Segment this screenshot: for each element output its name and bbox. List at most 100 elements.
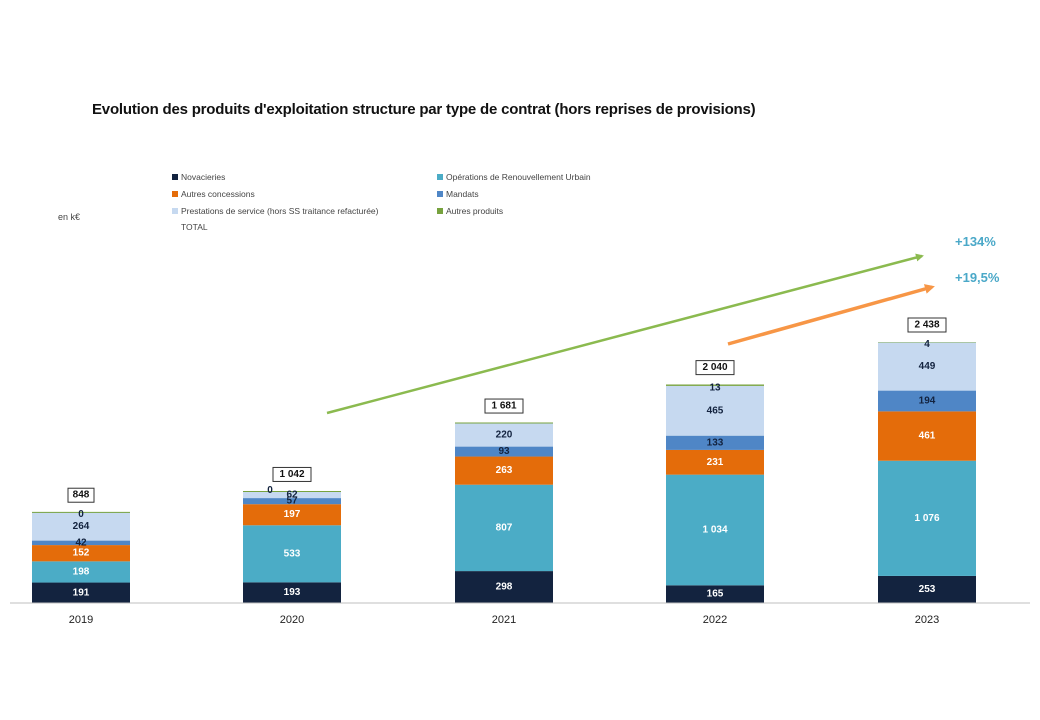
bar-segment-prestations-de-service-hors-ss-traitance-refactur-e- xyxy=(243,491,341,499)
segment-value-label: 220 xyxy=(496,429,513,440)
legend-label: Autres produits xyxy=(446,206,504,216)
x-tick-label: 2023 xyxy=(915,614,939,626)
total-box xyxy=(272,466,312,482)
legend-swatch xyxy=(437,191,443,197)
bar-segment-novacieries xyxy=(878,575,976,603)
total-value-label: 2 438 xyxy=(914,320,939,331)
segment-value-label: 62 xyxy=(286,489,298,500)
legend-label: Autres concessions xyxy=(181,189,255,199)
segment-value-label: 42 xyxy=(75,537,87,548)
bar-segment-op-rations-de-renouvellement-urbain xyxy=(455,484,553,572)
x-axis-ticks: 2019 2020 2021 2022 2023 xyxy=(69,614,939,626)
segment-value-label: 93 xyxy=(498,446,510,457)
bar-segment-autres-concessions xyxy=(666,449,764,475)
legend-item-autres-concessions: Autres concessions xyxy=(172,189,255,199)
segment-value-label: 4 xyxy=(924,339,930,350)
legend-swatch xyxy=(172,174,178,180)
bar-segment-autres-concessions xyxy=(32,545,130,562)
bar-group-2023: 253 1 076 461 194 449 4 2 438 xyxy=(878,317,976,603)
bar-segment-novacieries xyxy=(243,582,341,603)
total-box xyxy=(484,398,524,414)
trend-label-19-5: +19,5% xyxy=(955,270,1000,285)
legend-label: Prestations de service (hors SS traitanc… xyxy=(181,206,379,216)
segment-value-label: 197 xyxy=(284,509,301,520)
legend-label: TOTAL xyxy=(181,222,208,232)
bar-segment-novacieries xyxy=(666,585,764,603)
total-box xyxy=(695,360,735,376)
bar-group-2022: 165 1 034 231 133 465 13 2 040 xyxy=(666,360,764,603)
segment-value-label: 449 xyxy=(919,361,936,372)
trend-label-134: +134% xyxy=(955,234,996,249)
total-value-label: 1 681 xyxy=(491,401,516,412)
total-value-label: 2 040 xyxy=(702,362,727,373)
segment-value-label: 133 xyxy=(707,437,724,448)
bar-segment-novacieries xyxy=(32,582,130,603)
bar-segment-autres-concessions xyxy=(455,456,553,485)
chart-title: Evolution des produits d'exploitation st… xyxy=(92,101,756,118)
legend-label: Novacieries xyxy=(181,172,226,182)
segment-value-label: 0 xyxy=(78,509,84,520)
total-box xyxy=(907,317,947,333)
segment-value-label: 807 xyxy=(496,522,513,533)
legend-item-prestations-service: Prestations de service (hors SS traitanc… xyxy=(172,206,378,216)
segment-value-label: 264 xyxy=(73,521,90,532)
bar-segment-mandats xyxy=(455,446,553,457)
segment-value-label: 0 xyxy=(267,485,273,496)
legend-label: Opérations de Renouvellement Urbain xyxy=(446,172,591,182)
bar-segment-autres-produits xyxy=(666,384,764,386)
bar-segment-prestations-de-service-hors-ss-traitance-refactur-e- xyxy=(32,512,130,541)
bar-segment-novacieries xyxy=(455,571,553,603)
legend-item-renouvellement-urbain: Opérations de Renouvellement Urbain xyxy=(437,172,591,182)
segment-value-label: 194 xyxy=(919,395,936,406)
bar-segment-op-rations-de-renouvellement-urbain xyxy=(666,474,764,586)
bar-segment-op-rations-de-renouvellement-urbain xyxy=(878,460,976,576)
segment-value-label: 1 076 xyxy=(914,513,939,524)
segment-value-label: 263 xyxy=(496,465,513,476)
bar-segment-autres-concessions xyxy=(243,504,341,526)
x-tick-label: 2019 xyxy=(69,614,93,626)
segment-value-label: 193 xyxy=(284,587,301,598)
segment-value-label: 165 xyxy=(707,589,724,600)
legend-label: Mandats xyxy=(446,189,479,199)
bar-segment-prestations-de-service-hors-ss-traitance-refactur-e- xyxy=(878,342,976,391)
segment-value-label: 198 xyxy=(73,566,90,577)
trend-arrow-green xyxy=(326,253,924,415)
trend-arrow-orange xyxy=(727,284,935,346)
segment-value-label: 152 xyxy=(73,548,90,559)
total-box xyxy=(67,487,95,503)
segment-value-label: 465 xyxy=(707,405,724,416)
total-value-label: 848 xyxy=(73,490,90,501)
legend-item-novacieries: Novacieries xyxy=(172,172,225,182)
legend-item-autres-produits: Autres produits xyxy=(437,206,503,216)
legend-item-mandats: Mandats xyxy=(437,189,479,199)
segment-value-label: 461 xyxy=(919,431,936,442)
legend-swatch xyxy=(172,191,178,197)
legend-item-total: TOTAL xyxy=(172,222,208,232)
bar-segment-mandats xyxy=(666,435,764,450)
bar-segment-op-rations-de-renouvellement-urbain xyxy=(243,525,341,583)
segment-value-label: 13 xyxy=(709,382,721,393)
x-tick-label: 2022 xyxy=(703,614,727,626)
segment-value-label: 191 xyxy=(73,587,90,598)
legend-swatch xyxy=(172,208,178,214)
bar-segment-prestations-de-service-hors-ss-traitance-refactur-e- xyxy=(666,385,764,436)
bar-segment-autres-concessions xyxy=(878,411,976,461)
unit-label: en k€ xyxy=(58,212,81,222)
bar-segment-mandats xyxy=(32,540,130,546)
x-tick-label: 2020 xyxy=(280,614,304,626)
trend-annotations: +134% +19,5% xyxy=(326,234,1000,415)
x-tick-label: 2021 xyxy=(492,614,516,626)
legend-swatch xyxy=(437,208,443,214)
segment-value-label: 57 xyxy=(286,496,298,507)
bar-segment-op-rations-de-renouvellement-urbain xyxy=(32,561,130,583)
bar-segment-prestations-de-service-hors-ss-traitance-refactur-e- xyxy=(455,423,553,447)
total-value-label: 1 042 xyxy=(279,469,304,480)
segment-value-label: 533 xyxy=(284,548,301,559)
bar-group-2021: 298 807 263 93 220 1 681 xyxy=(455,398,553,603)
bar-segment-mandats xyxy=(878,390,976,412)
bar-segment-mandats xyxy=(243,498,341,505)
segment-value-label: 1 034 xyxy=(702,524,727,535)
